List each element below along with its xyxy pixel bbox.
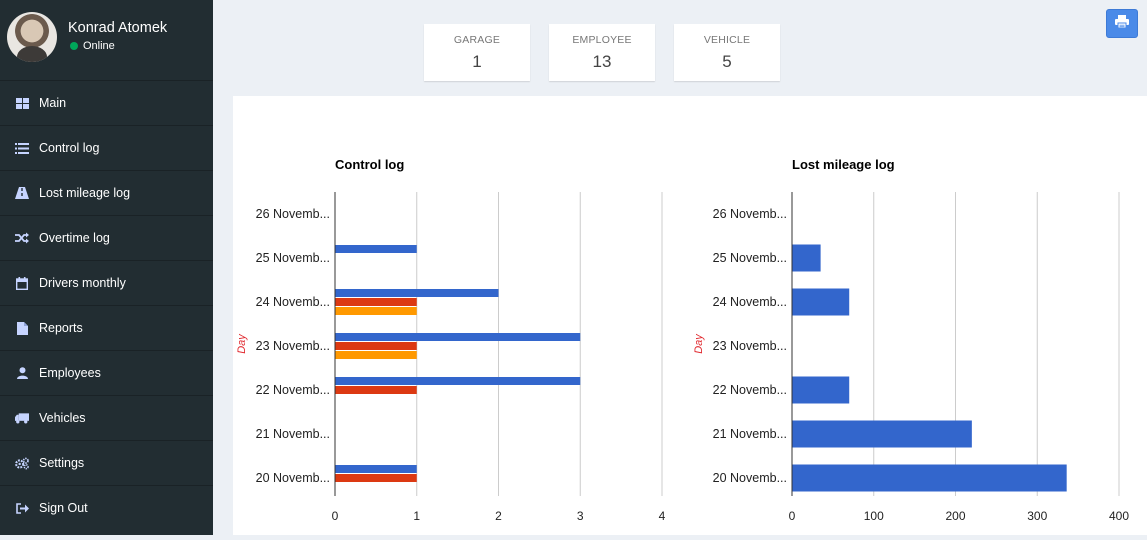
sidebar-item-label: Settings (39, 456, 85, 470)
sidebar-menu: Main Control log Lost mileage log Overti… (0, 80, 213, 530)
sidebar-item-vehicles[interactable]: Vehicles (0, 395, 213, 440)
stat-card-garage: GARAGE 1 (424, 24, 530, 81)
sidebar-item-control-log[interactable]: Control log (0, 125, 213, 170)
sidebar-item-lost-mileage-log[interactable]: Lost mileage log (0, 170, 213, 215)
user-status: Online (70, 40, 115, 52)
bar-series-1 (792, 420, 972, 448)
bar-series-3 (335, 307, 417, 315)
sidebar-item-label: Sign Out (39, 501, 88, 515)
list-icon (15, 141, 29, 155)
chart-title: Control log (335, 157, 404, 172)
lost-mileage-log-chart: Lost mileage log 0 100 200 300 400 26 Novemb..… (693, 157, 1129, 523)
avatar[interactable] (7, 12, 57, 62)
bar-series-3 (335, 351, 417, 359)
x-tick-label: 1 (413, 509, 420, 523)
user-status-text: Online (83, 40, 115, 52)
bar-series-2 (335, 342, 417, 350)
x-tick-label: 0 (789, 509, 796, 523)
x-tick-label: 300 (1027, 509, 1047, 523)
user-icon (15, 366, 29, 380)
category-label: 23 Novemb... (256, 339, 330, 353)
sidebar-item-main[interactable]: Main (0, 80, 213, 125)
dashboard-grid-icon (15, 96, 29, 110)
user-panel: Konrad Atomek Online (0, 0, 213, 80)
x-tick-label: 0 (332, 509, 339, 523)
sidebar-item-employees[interactable]: Employees (0, 350, 213, 395)
bar-series-2 (335, 298, 417, 306)
sidebar-item-label: Reports (39, 321, 83, 335)
category-label: 23 Novemb... (713, 339, 787, 353)
charts-svg: Control log 0 1 2 3 4 26 Novemb... 25 Novemb...… (236, 157, 1129, 523)
sidebar-item-label: Main (39, 96, 67, 110)
sidebar-item-label: Vehicles (39, 411, 86, 425)
sidebar-item-reports[interactable]: Reports (0, 305, 213, 350)
x-tick-label: 3 (577, 509, 584, 523)
sidebar-item-drivers-monthly[interactable]: Drivers monthly (0, 260, 213, 305)
sidebar-item-settings[interactable]: Settings (0, 440, 213, 485)
sidebar-item-label: Employees (39, 366, 101, 380)
bar-series-2 (335, 386, 417, 394)
sidebar-item-label: Lost mileage log (39, 186, 131, 200)
chart-title: Lost mileage log (792, 157, 895, 172)
stat-value-vehicle: 5 (722, 52, 732, 71)
sign-out-icon (15, 501, 29, 515)
stat-label-vehicle: VEHICLE (703, 34, 751, 46)
control-log-chart: Control log 0 1 2 3 4 26 Novemb... 25 Novemb...… (236, 157, 666, 523)
stat-value-garage: 1 (472, 52, 482, 71)
file-icon (15, 321, 29, 335)
category-label: 20 Novemb... (713, 471, 787, 485)
stat-card-vehicle: VEHICLE 5 (674, 24, 780, 81)
shuffle-icon (15, 231, 29, 245)
calendar-icon (15, 276, 29, 290)
stat-value-employee: 13 (592, 52, 612, 71)
x-tick-label: 2 (495, 509, 502, 523)
user-name: Konrad Atomek (68, 20, 168, 36)
y-axis-label: Day (236, 333, 248, 354)
x-tick-label: 100 (864, 509, 884, 523)
bar-series-1 (335, 289, 499, 297)
category-label: 24 Novemb... (713, 295, 787, 309)
category-label: 22 Novemb... (713, 383, 787, 397)
stat-card-employee: EMPLOYEE 13 (549, 24, 655, 81)
bar-series-1 (792, 244, 821, 272)
category-label: 26 Novemb... (713, 207, 787, 221)
bar-series-1 (792, 376, 850, 404)
sidebar-item-sign-out[interactable]: Sign Out (0, 485, 213, 530)
sidebar: Konrad Atomek Online Main Control log Lo… (0, 0, 213, 535)
category-label: 21 Novemb... (256, 427, 330, 441)
cogs-icon (15, 456, 29, 470)
stat-label-garage: GARAGE (453, 34, 501, 46)
stat-label-employee: EMPLOYEE (572, 34, 632, 46)
category-label: 20 Novemb... (256, 471, 330, 485)
category-label: 24 Novemb... (256, 295, 330, 309)
bar-series-1 (335, 465, 417, 473)
x-tick-label: 200 (945, 509, 965, 523)
category-label: 25 Novemb... (256, 251, 330, 265)
bar-series-1 (335, 377, 581, 385)
x-tick-label: 400 (1109, 509, 1129, 523)
road-icon (15, 186, 29, 200)
sidebar-item-label: Control log (39, 141, 100, 155)
print-icon (1115, 14, 1129, 33)
truck-icon (15, 411, 29, 425)
bar-series-1 (792, 288, 850, 316)
bar-series-1 (335, 245, 417, 253)
category-label: 22 Novemb... (256, 383, 330, 397)
sidebar-item-label: Overtime log (39, 231, 110, 245)
y-axis-label: Day (693, 333, 705, 354)
category-label: 26 Novemb... (256, 207, 330, 221)
online-status-icon (70, 42, 78, 50)
category-label: 25 Novemb... (713, 251, 787, 265)
sidebar-item-label: Drivers monthly (39, 276, 126, 290)
bar-series-2 (335, 474, 417, 482)
sidebar-item-overtime-log[interactable]: Overtime log (0, 215, 213, 260)
chart-panel: Control log 0 1 2 3 4 26 Novemb... 25 Novemb...… (233, 96, 1147, 535)
bar-series-1 (792, 464, 1067, 492)
category-label: 21 Novemb... (713, 427, 787, 441)
bar-series-1 (335, 333, 581, 341)
print-button[interactable] (1106, 9, 1138, 38)
x-tick-label: 4 (659, 509, 666, 523)
